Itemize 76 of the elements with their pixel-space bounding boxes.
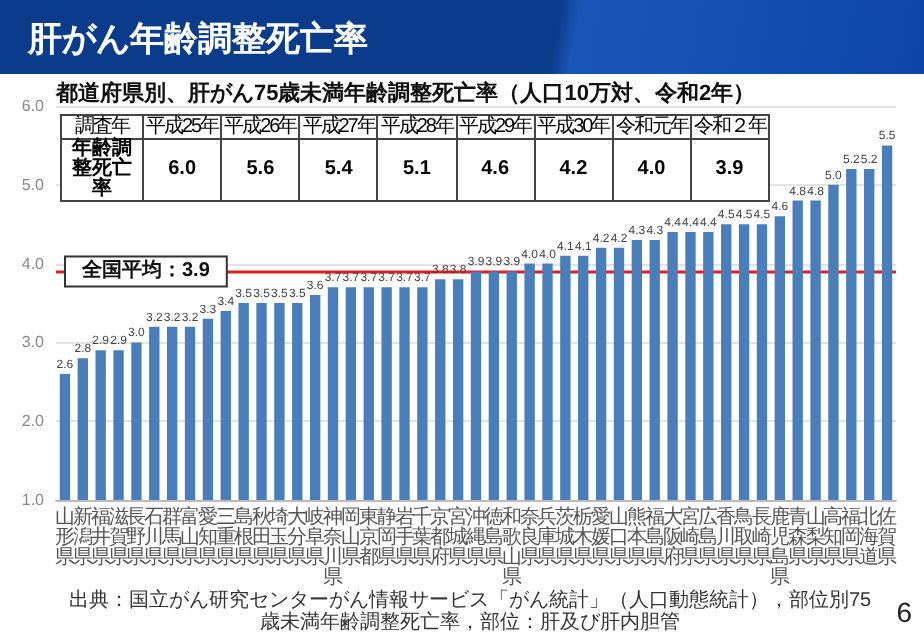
x-tick-label: 熊本県	[626, 505, 647, 569]
x-tick-label: 群馬県	[160, 505, 183, 569]
annotation: 4.6	[456, 139, 535, 201]
x-tick-label: 愛媛県	[591, 505, 612, 569]
x-tick-label: 茨城県	[553, 505, 576, 569]
x-tick-label: 大分県	[287, 505, 308, 569]
source-note: 出典：国立がん研究センターがん情報サービス「がん統計」（人口動態統計），部位別75歳未満年齢調整死亡率，部位：肝及び肝内胆管	[66, 590, 874, 634]
ref-line-label: 全国平均：3.9	[80, 258, 211, 283]
x-tick-label: 宮城県	[446, 505, 469, 569]
x-tick-label: 富山県	[180, 505, 201, 569]
x-tick-label: 長野県	[126, 507, 147, 569]
x-tick-label: 青森県	[787, 505, 808, 569]
annotation: 3.9	[690, 139, 769, 201]
x-tick-label: 鳥取県	[732, 505, 755, 569]
x-tick-label: 神奈川県	[323, 505, 344, 589]
x-tick-label: 徳島県	[483, 507, 504, 569]
annotation: 5.4	[299, 139, 378, 201]
y-tick-label: 6.0	[21, 97, 46, 115]
y-tick-label: 4.0	[21, 254, 46, 273]
annotation: 6.0	[143, 139, 222, 201]
annotation: 令和２年	[690, 115, 769, 139]
x-tick-label: 石川県	[144, 507, 165, 569]
annotation: 平成25年	[143, 115, 222, 139]
y-tick-label: 2.0	[21, 412, 46, 431]
x-tick-label: 福井県	[90, 505, 111, 569]
x-tick-label: 栃木県	[573, 505, 594, 569]
text: 6	[896, 596, 912, 628]
x-tick-label: 奈良県	[519, 507, 540, 569]
x-tick-label: 京都府	[430, 505, 451, 569]
x-tick-label: 福岡県	[841, 505, 862, 569]
annotation: 平成29年	[456, 115, 535, 139]
x-tick-label: 岡山県	[340, 507, 361, 569]
x-tick-label: 埼玉県	[267, 505, 290, 569]
annotation: 平成30年	[534, 115, 613, 139]
x-tick-label: 岐阜県	[305, 505, 326, 569]
x-tick-label: 香川県	[716, 505, 737, 569]
x-tick-label: 沖縄県	[464, 505, 486, 569]
x-tick-label: 広島県	[698, 505, 719, 569]
x-tick-label: 山形県	[54, 505, 75, 569]
annotation: 年齢調整死亡率	[61, 138, 143, 201]
x-tick-label: 静岡県	[376, 505, 397, 569]
annotation: 5.6	[221, 139, 300, 201]
x-tick-label: 東京都	[358, 505, 379, 569]
x-tick-label: 長崎県	[751, 507, 772, 569]
x-tick-label: 島根県	[233, 505, 254, 569]
annotation: 4.0	[612, 139, 691, 201]
x-tick-label: 千葉県	[412, 505, 433, 569]
x-tick-label: 新潟県	[72, 505, 93, 569]
x-tick-label: 愛知県	[197, 505, 218, 569]
annotation: 4.2	[534, 139, 613, 201]
x-tick-label: 岩手県	[394, 505, 415, 569]
x-tick-label: 秋田県	[251, 505, 272, 569]
annotation: 平成28年	[377, 115, 456, 139]
x-tick-label: 宮崎県	[680, 505, 701, 569]
y-tick-label: 1.0	[21, 491, 46, 509]
annotation: 令和元年	[612, 115, 691, 139]
x-tick-label: 滋賀県	[108, 505, 129, 569]
x-tick-label: 三重県	[215, 507, 236, 569]
x-tick-label: 佐賀県	[877, 507, 898, 569]
y-tick-label: 5.0	[21, 175, 46, 194]
annotation: 調査年	[61, 115, 143, 139]
annotation: 平成26年	[221, 115, 300, 139]
x-tick-label: 北海道	[859, 505, 880, 569]
x-tick-label: 高知県	[823, 505, 844, 569]
x-tick-label: 福島県	[644, 505, 665, 569]
x-tick-label: 山口県	[608, 505, 629, 569]
x-tick-label: 和歌山県	[501, 505, 522, 589]
annotation: 5.1	[377, 139, 456, 201]
chart-subtitle: 都道府県別、肝がん75歳未満年齢調整死亡率（人口10万対、令和2年）	[56, 79, 756, 108]
x-tick-label: 鹿児島県	[769, 505, 790, 589]
annotation: 平成27年	[299, 115, 378, 139]
x-tick-label: 山梨県	[805, 505, 826, 569]
x-tick-label: 兵庫県	[537, 505, 558, 569]
x-tick-label: 大阪府	[662, 505, 683, 569]
y-tick-label: 3.0	[21, 333, 46, 352]
chart-title: 肝がん年齢調整死亡率	[28, 18, 368, 62]
